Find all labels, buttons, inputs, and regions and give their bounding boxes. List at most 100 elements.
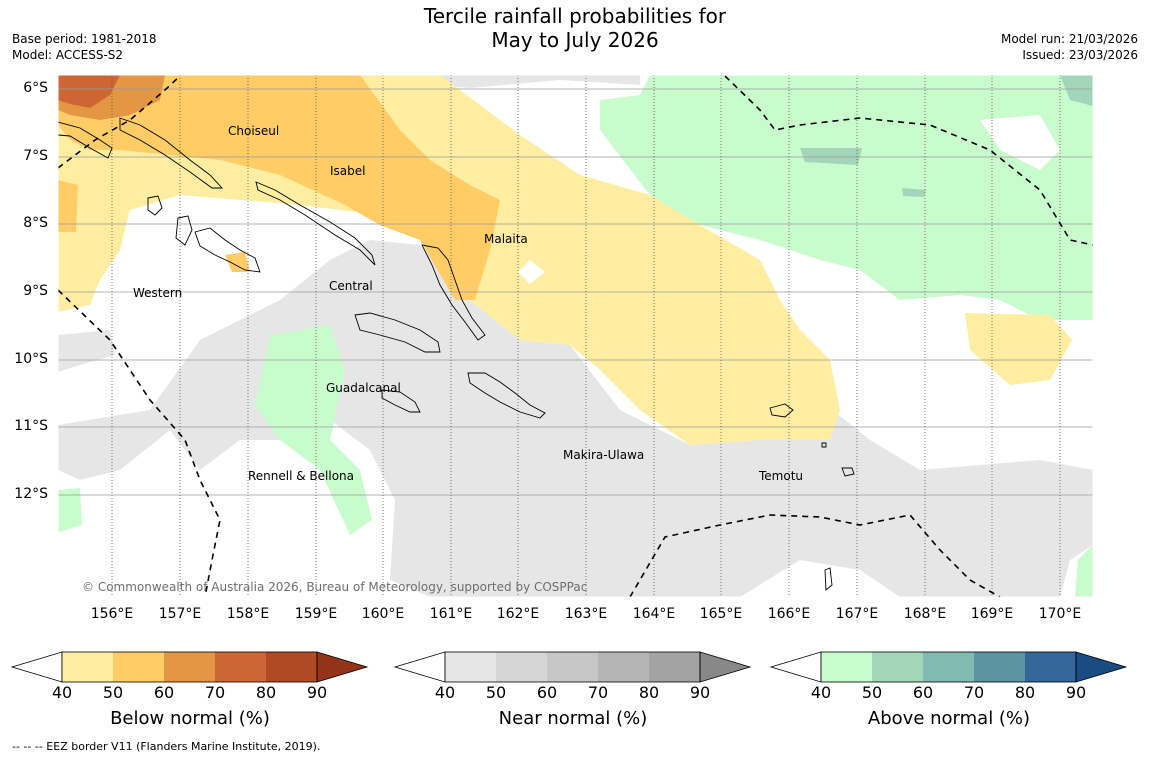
longitude-gridlines xyxy=(111,75,1061,597)
colorbar-above-swatch-40 xyxy=(821,652,872,682)
below-normal-region xyxy=(225,252,250,272)
colorbar-tick: 60 xyxy=(153,683,175,702)
place-label-makira-ulawa: Makira-Ulawa xyxy=(563,448,645,462)
longitude-label: 170°E xyxy=(1038,606,1082,622)
below-normal-region xyxy=(58,180,78,232)
colorbar-tick: 90 xyxy=(689,683,711,702)
above-normal-region xyxy=(58,488,82,532)
longitude-label: 161°E xyxy=(429,606,473,622)
colorbar-above-normal xyxy=(769,651,1128,683)
place-label-western: Western xyxy=(133,286,183,300)
colorbar-below-swatch-60 xyxy=(164,652,215,682)
latitude-label: 8°S xyxy=(23,215,48,231)
colorbar-near-normal xyxy=(393,651,752,683)
latitude-label: 7°S xyxy=(23,148,48,164)
above-normal-region xyxy=(1060,75,1093,106)
latitude-label: 10°S xyxy=(14,351,48,367)
colorbar-near-swatch-70 xyxy=(598,652,649,682)
place-label-malaita: Malaita xyxy=(484,232,528,246)
colorbar-above-swatch-80 xyxy=(1025,652,1076,682)
latitude-label: 9°S xyxy=(23,283,48,299)
title-line-2: May to July 2026 xyxy=(491,28,659,52)
meta-right: Model run: 21/03/2026 Issued: 23/03/2026 xyxy=(1001,31,1138,63)
eez-legend-note: -- -- -- EEZ border V11 (Flanders Marine… xyxy=(12,740,321,753)
place-label-isabel: Isabel xyxy=(330,164,366,178)
place-label-choiseul: Choiseul xyxy=(228,124,280,138)
place-label-guadalcanal: Guadalcanal xyxy=(326,381,401,395)
place-label-rennell-bellona: Rennell & Bellona xyxy=(248,469,355,483)
colorbar-tick: 70 xyxy=(204,683,226,702)
colorbar-below-swatch-80 xyxy=(266,652,317,682)
place-label-temotu: Temotu xyxy=(759,469,804,483)
above-normal-region xyxy=(255,325,372,535)
longitude-label: 156°E xyxy=(90,606,134,622)
colorbar-title-near-normal: Near normal (%) xyxy=(498,708,648,729)
colorbar-tick: 40 xyxy=(51,683,73,702)
latitude-label: 6°S xyxy=(23,80,48,96)
colorbar-above-high-arrow xyxy=(1075,651,1128,683)
near-normal-region xyxy=(420,75,640,88)
title-line-1: Tercile rainfall probabilities for xyxy=(423,4,727,28)
colorbar-below-high-arrow xyxy=(316,651,369,683)
above-normal-region xyxy=(902,188,926,197)
longitude-label: 164°E xyxy=(632,606,676,622)
colorbar-tick: 80 xyxy=(638,683,660,702)
map-shading xyxy=(58,75,1093,597)
colorbar-below-swatch-50 xyxy=(113,652,164,682)
latitude-label: 12°S xyxy=(14,486,48,502)
copyright-notice: © Commonwealth of Australia 2026, Bureau… xyxy=(82,580,588,594)
below-normal-region xyxy=(518,260,545,284)
colorbar-below-swatch-70 xyxy=(215,652,266,682)
latitude-label: 11°S xyxy=(14,418,48,434)
base-period: Base period: 1981-2018 xyxy=(12,32,157,46)
colorbar-above-low-arrow xyxy=(769,651,822,683)
colorbar-near-high-arrow xyxy=(699,651,752,683)
longitude-label: 157°E xyxy=(158,606,202,622)
longitude-label: 163°E xyxy=(564,606,608,622)
longitude-label: 159°E xyxy=(294,606,338,622)
model-run: Model run: 21/03/2026 xyxy=(1000,32,1138,46)
colorbar-near-swatch-50 xyxy=(496,652,547,682)
meta-left: Base period: 1981-2018 Model: ACCESS-S2 xyxy=(12,31,157,63)
colorbar-tick: 80 xyxy=(255,683,277,702)
colorbar-below-normal xyxy=(10,651,369,683)
longitude-label: 169°E xyxy=(970,606,1014,622)
above-normal-region xyxy=(600,75,1093,320)
colorbar-above-swatch-60 xyxy=(923,652,974,682)
colorbar-title-above-normal: Above normal (%) xyxy=(867,708,1031,729)
longitude-label: 165°E xyxy=(699,606,743,622)
coastlines xyxy=(58,117,855,591)
colorbar-tick: 70 xyxy=(587,683,609,702)
colorbar-tick: 70 xyxy=(963,683,985,702)
colorbar-near-swatch-40 xyxy=(445,652,496,682)
longitude-label: 160°E xyxy=(361,606,405,622)
longitude-label: 166°E xyxy=(767,606,811,622)
longitude-label: 167°E xyxy=(835,606,879,622)
above-normal-region xyxy=(800,148,862,165)
below-normal-region xyxy=(58,75,500,300)
eez-border-lines xyxy=(57,75,1094,598)
longitude-label: 158°E xyxy=(226,606,270,622)
colorbar-title-below-normal: Below normal (%) xyxy=(110,708,270,729)
longitude-label: 162°E xyxy=(496,606,540,622)
above-normal-region xyxy=(1075,545,1093,597)
colorbar-near-swatch-60 xyxy=(547,652,598,682)
longitude-label: 168°E xyxy=(903,606,947,622)
colorbar-near-low-arrow xyxy=(393,651,446,683)
colorbar-tick: 50 xyxy=(102,683,124,702)
colorbar-below-swatch-40 xyxy=(62,652,113,682)
issued-date: Issued: 23/03/2026 xyxy=(1022,48,1138,62)
colorbar-tick: 50 xyxy=(861,683,883,702)
colorbar-tick: 40 xyxy=(434,683,456,702)
map-frame xyxy=(57,74,1094,598)
below-normal-region xyxy=(58,75,120,108)
near-normal-region xyxy=(58,330,115,372)
colorbar-above-swatch-50 xyxy=(872,652,923,682)
above-normal-region xyxy=(980,115,1060,170)
colorbar-tick: 90 xyxy=(306,683,328,702)
model-name: Model: ACCESS-S2 xyxy=(12,48,124,62)
colorbar-near-swatch-80 xyxy=(649,652,700,682)
colorbar-tick: 60 xyxy=(536,683,558,702)
colorbar-tick: 80 xyxy=(1014,683,1036,702)
